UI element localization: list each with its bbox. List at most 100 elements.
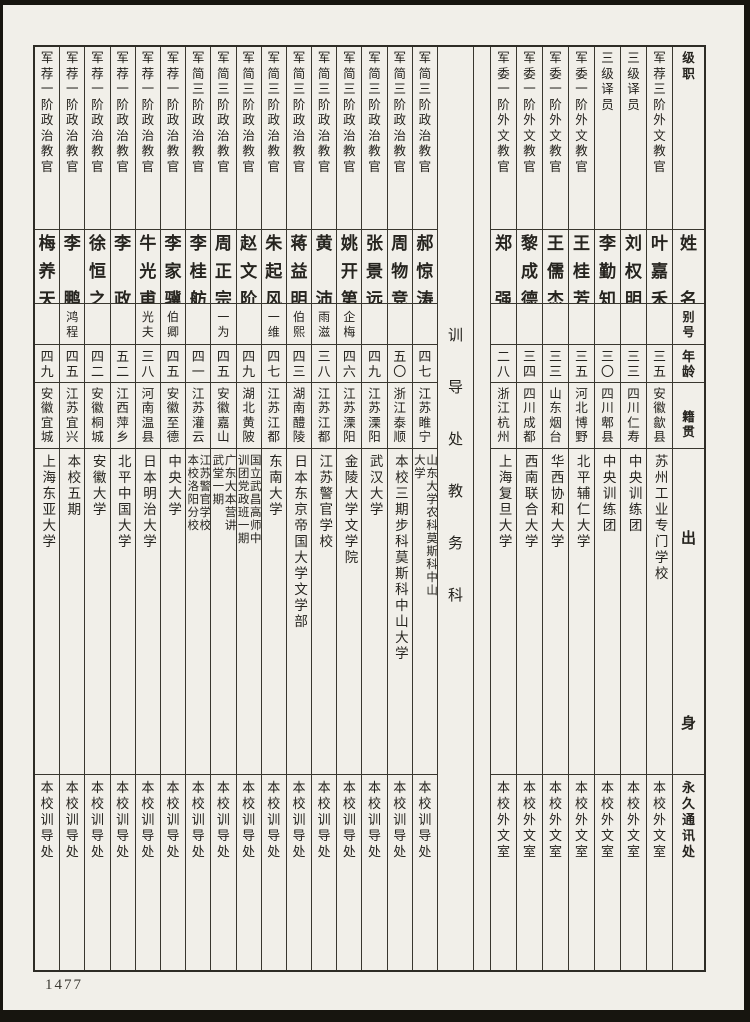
alias-cell: 一为	[211, 304, 236, 345]
origin-cell: 本校五期	[60, 449, 85, 775]
person-column: 军荐一阶政治教官牛光甫光夫三八河南温县日本明治大学本校训导处	[135, 47, 161, 970]
address-cell: 本校训导处	[40, 780, 54, 859]
alias-cell	[569, 304, 594, 345]
rank-cell: 军委一阶外文教官	[569, 47, 594, 230]
rank-cell: 军荐三阶外文教官	[647, 47, 672, 230]
age-cell: 四九	[362, 345, 387, 383]
native-place-cell: 安徽桐城	[85, 383, 110, 449]
age-cell: 五二	[110, 345, 135, 383]
name-cell: 朱起风	[261, 230, 286, 304]
origin-cell: 江苏警官学校	[312, 449, 337, 775]
address-cell: 本校训导处	[317, 780, 331, 859]
origin-cell: 武汉大学	[362, 449, 387, 775]
name-cell: 赵文阶	[236, 230, 261, 304]
native-place-cell: 江苏宜兴	[60, 383, 85, 449]
origin-cell: 日本明治大学	[135, 449, 160, 775]
alias-cell	[186, 304, 211, 345]
alias-cell: 鸿程	[60, 304, 85, 345]
alias-cell	[387, 304, 412, 345]
address-cell: 本校训导处	[242, 780, 256, 859]
person-column: 军荐三阶外文教官叶嘉禾三五安徽歙县苏州工业专门学校本校外文室	[647, 47, 673, 970]
rank-cell: 三级译员	[621, 47, 646, 230]
origin-cell: 上海东亚大学	[35, 449, 60, 775]
paper-page: 军荐一阶政治教官梅养天四九安徽宜城上海东亚大学本校训导处军荐一阶政治教官李鹏鸿程…	[3, 5, 744, 1010]
rank-cell: 军简三阶政治教官	[337, 47, 362, 230]
name-cell: 牛光甫	[135, 230, 160, 304]
age-cell: 三八	[135, 345, 160, 383]
native-place-cell: 安徽宜城	[35, 383, 60, 449]
alias-cell	[595, 304, 620, 345]
address-cell: 本校训导处	[368, 780, 382, 859]
spacer-column	[474, 47, 491, 970]
name-cell: 李桂舫	[186, 230, 211, 304]
alias-cell: 光夫	[135, 304, 160, 345]
age-cell: 三八	[312, 345, 337, 383]
age-cell: 四五	[211, 345, 236, 383]
person-column: 三级译员李勤知三〇四川郫县中央训练团本校外文室	[595, 47, 621, 970]
person-column: 军荐一阶政治教官梅养天四九安徽宜城上海东亚大学本校训导处	[35, 47, 61, 970]
origin-cell: 北平中国大学	[110, 449, 135, 775]
age-cell: 二八	[491, 345, 516, 383]
personnel-table: 军荐一阶政治教官梅养天四九安徽宜城上海东亚大学本校训导处军荐一阶政治教官李鹏鸿程…	[33, 45, 706, 972]
header-age: 年龄	[673, 345, 704, 383]
age-cell: 四六	[337, 345, 362, 383]
rank-cell: 军荐一阶政治教官	[35, 47, 60, 230]
origin-cell: 江苏警官学校 本校洛阳分校	[186, 449, 211, 775]
alias-cell	[491, 304, 516, 345]
age-cell: 四七	[261, 345, 286, 383]
header-address: 永久通讯处	[681, 780, 695, 859]
alias-cell: 伯熙	[286, 304, 312, 345]
rank-cell: 军委一阶外文教官	[543, 47, 568, 230]
age-cell: 四九	[35, 345, 60, 383]
rank-cell: 军荐一阶政治教官	[60, 47, 85, 230]
person-column: 军简三阶政治教官姚开第企梅四六江苏溧阳金陵大学文学院本校训导处	[337, 47, 363, 970]
alias-cell	[517, 304, 542, 345]
rank-cell: 军荐一阶政治教官	[160, 47, 186, 230]
rank-cell: 军简三阶政治教官	[186, 47, 211, 230]
section-divider-label: 训导处教务科	[447, 328, 463, 604]
address-cell: 本校训导处	[191, 780, 205, 859]
person-column: 军荐一阶政治教官李鹏鸿程四五江苏宜兴本校五期本校训导处	[60, 47, 86, 970]
name-cell: 梅养天	[35, 230, 60, 304]
origin-cell: 西南联合大学	[517, 449, 542, 775]
address-cell: 本校训导处	[393, 780, 407, 859]
rank-cell: 军荐一阶政治教官	[85, 47, 110, 230]
rank-cell: 军简三阶政治教官	[286, 47, 312, 230]
age-cell: 四一	[186, 345, 211, 383]
alias-cell	[621, 304, 646, 345]
native-place-cell: 湖南醴陵	[286, 383, 312, 449]
rank-cell: 三级译员	[595, 47, 620, 230]
address-cell: 本校训导处	[141, 780, 155, 859]
name-cell: 王桂芳	[569, 230, 594, 304]
native-place-cell: 河南温县	[135, 383, 160, 449]
name-cell: 叶嘉禾	[647, 230, 672, 304]
origin-cell: 东南大学	[261, 449, 286, 775]
name-cell: 李政	[110, 230, 135, 304]
person-column: 军委一阶外文教官王儒杰三三山东烟台华西协和大学本校外文室	[543, 47, 569, 970]
native-place-cell: 安徽至德	[160, 383, 186, 449]
origin-cell: 北平辅仁大学	[569, 449, 594, 775]
address-cell: 本校训导处	[342, 780, 356, 859]
age-cell: 四五	[160, 345, 186, 383]
address-cell: 本校训导处	[90, 780, 104, 859]
header-native-place: 籍贯	[673, 383, 704, 449]
alias-cell	[362, 304, 387, 345]
name-cell: 徐恒之	[85, 230, 110, 304]
alias-cell	[35, 304, 60, 345]
rank-cell: 军简三阶政治教官	[387, 47, 412, 230]
person-column: 军简三阶政治教官蒋益明伯熙四三湖南醴陵日本东京帝国大学文学部本校训导处	[286, 47, 313, 970]
age-cell: 四九	[236, 345, 261, 383]
age-cell: 四七	[412, 345, 437, 383]
age-cell: 四二	[85, 345, 110, 383]
rank-cell: 军简三阶政治教官	[362, 47, 387, 230]
address-cell: 本校训导处	[65, 780, 79, 859]
address-cell: 本校训导处	[418, 780, 432, 859]
name-cell: 郑强	[491, 230, 516, 304]
name-cell: 黄沛	[312, 230, 337, 304]
name-cell: 黎成德	[517, 230, 542, 304]
origin-cell: 山东大学农科莫斯科中山 大学	[412, 449, 437, 775]
person-column: 军简三阶政治教官周物竞五〇浙江泰顺本校三期步科莫斯科中山大学本校训导处	[387, 47, 413, 970]
age-cell: 三三	[621, 345, 646, 383]
alias-cell	[110, 304, 135, 345]
